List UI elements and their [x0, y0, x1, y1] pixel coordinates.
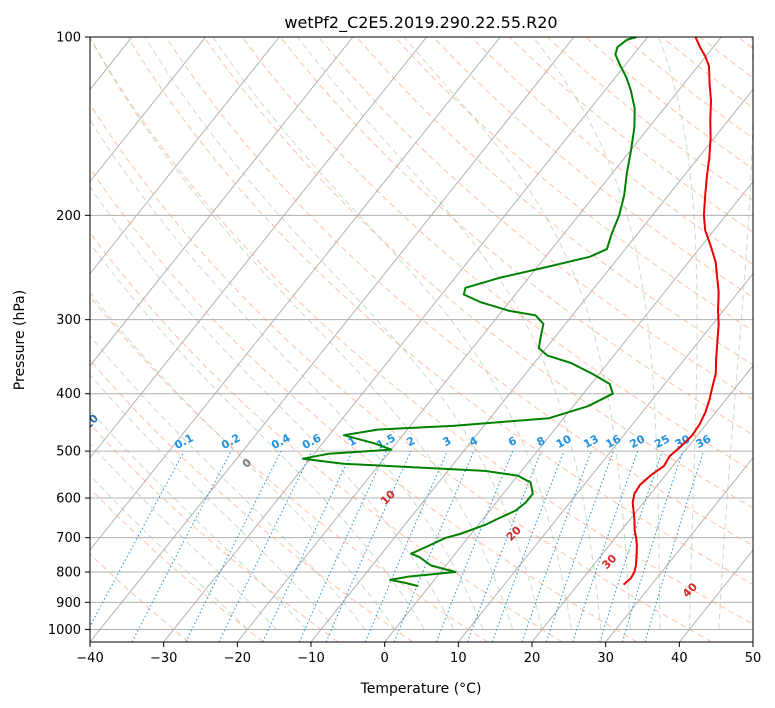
moist-adiabat-line — [90, 335, 366, 630]
moist-adiabat-line — [90, 291, 396, 630]
isotherm--40 — [90, 37, 575, 642]
moist-adiabat-lines — [90, 37, 753, 630]
isotherm--80 — [90, 37, 280, 275]
moist-adiabat-line — [658, 37, 698, 630]
mixing-ratio-line — [599, 450, 663, 642]
dry-adiabat-line — [203, 37, 753, 509]
isotherm--30 — [163, 37, 649, 642]
x-tick-label: 0 — [381, 651, 389, 666]
mixing-ratio-line — [572, 450, 639, 642]
isotherm--20 — [236, 37, 722, 642]
y-tick-label: 1000 — [48, 623, 81, 638]
y-tick-label: 200 — [56, 209, 81, 224]
mixing-ratio-line — [364, 450, 448, 642]
moist-adiabat-line — [90, 37, 514, 630]
y-tick-label: 700 — [56, 531, 81, 546]
isotherm-0 — [384, 180, 753, 642]
moist-adiabat-line — [532, 37, 661, 630]
mixing-ratio-line — [491, 450, 565, 642]
mixing-ratio-label: 25 — [652, 432, 672, 451]
mixing-ratio-label: 10 — [554, 432, 574, 451]
y-tick-label: 300 — [56, 313, 81, 328]
moist-adiabat-line — [90, 242, 425, 630]
dry-adiabat-line — [90, 37, 753, 625]
x-tick-label: 50 — [745, 651, 762, 666]
isotherm--70 — [90, 37, 354, 367]
dry-adiabat-line — [127, 37, 753, 586]
x-tick-label: −40 — [76, 651, 103, 666]
mixing-ratio-line — [644, 450, 705, 642]
dry-adiabat-line — [165, 37, 753, 547]
dry-adiabat-line — [318, 37, 753, 401]
y-tick-label: 400 — [56, 387, 81, 402]
y-tick-label: 100 — [56, 31, 81, 46]
y-axis-label: Pressure (hPa) — [12, 290, 28, 390]
x-tick-label: −10 — [297, 651, 324, 666]
temperature-line — [622, 37, 720, 586]
moist-adiabat-line — [403, 37, 631, 630]
dry-adiabat-line — [90, 295, 488, 642]
mixing-ratio-label: 13 — [581, 432, 601, 451]
isotherm-lines — [90, 37, 753, 642]
moist-adiabat-line — [90, 373, 337, 630]
isotherm--90 — [90, 37, 207, 183]
x-tick-label: 40 — [671, 651, 688, 666]
y-tick-label: 600 — [56, 492, 81, 507]
mixing-ratio-label: 16 — [603, 432, 623, 451]
isotherm--50 — [90, 37, 501, 551]
isotherm-20 — [531, 365, 753, 642]
mixing-ratio-line — [621, 450, 684, 642]
moist-adiabat-line — [144, 37, 543, 630]
mixing-ratio-label: 20 — [628, 432, 648, 451]
mixing-ratio-line — [90, 450, 185, 628]
mixing-ratio-line — [545, 450, 614, 642]
mixing-ratio-line — [393, 450, 475, 642]
dry-adiabat-line — [90, 553, 190, 642]
moist-adiabat-line — [297, 37, 602, 630]
x-tick-label: 10 — [450, 651, 467, 666]
plot-frame — [89, 36, 754, 643]
mixing-ratio-line — [325, 450, 412, 642]
dry-adiabat-line — [90, 423, 339, 642]
mixing-ratio-lines — [90, 450, 705, 642]
moist-adiabat-line — [90, 118, 484, 630]
x-axis-label: Temperature (°C) — [360, 681, 482, 697]
isotherm-30 — [605, 457, 753, 642]
mixing-ratio-line — [185, 450, 282, 642]
mixing-ratio-label: 36 — [694, 432, 714, 451]
x-tick-label: −30 — [150, 651, 177, 666]
dry-adiabat-line — [394, 37, 753, 332]
mixing-ratio-line — [435, 450, 514, 642]
x-tick-label: 30 — [597, 651, 614, 666]
dry-adiabat-line — [90, 103, 712, 642]
dry-adiabat-line — [90, 231, 563, 642]
moist-adiabat-line — [212, 37, 572, 630]
y-tick-label: 900 — [56, 596, 81, 611]
y-tick-label: 500 — [56, 445, 81, 460]
sounding-profiles — [301, 37, 720, 588]
moist-adiabat-line — [718, 37, 753, 630]
x-tick-label: 20 — [524, 651, 541, 666]
moist-adiabat-line — [90, 474, 248, 630]
dry-adiabat-line — [90, 359, 414, 642]
mixing-ratio-label: 30 — [673, 432, 693, 451]
dewpoint-line — [301, 37, 637, 588]
dry-adiabat-line — [356, 37, 753, 366]
y-axis-ticks: 100 200 300 400 500 600 700 800 900 1000 — [48, 31, 90, 638]
dry-adiabat-lines — [90, 37, 753, 642]
mixing-ratio-line — [521, 450, 592, 642]
chart-title: wetPf2_C2E5.2019.290.22.55.R20 — [284, 13, 557, 33]
x-axis-ticks: −40 −30 −20 −10 0 10 20 30 40 50 — [76, 642, 761, 666]
x-tick-label: −20 — [224, 651, 251, 666]
isotherm--60 — [90, 37, 428, 459]
dry-adiabat-label: -10 — [78, 412, 101, 436]
mixing-ratio-line — [467, 450, 542, 642]
y-tick-label: 800 — [56, 566, 81, 581]
isotherm-10 — [457, 272, 753, 642]
